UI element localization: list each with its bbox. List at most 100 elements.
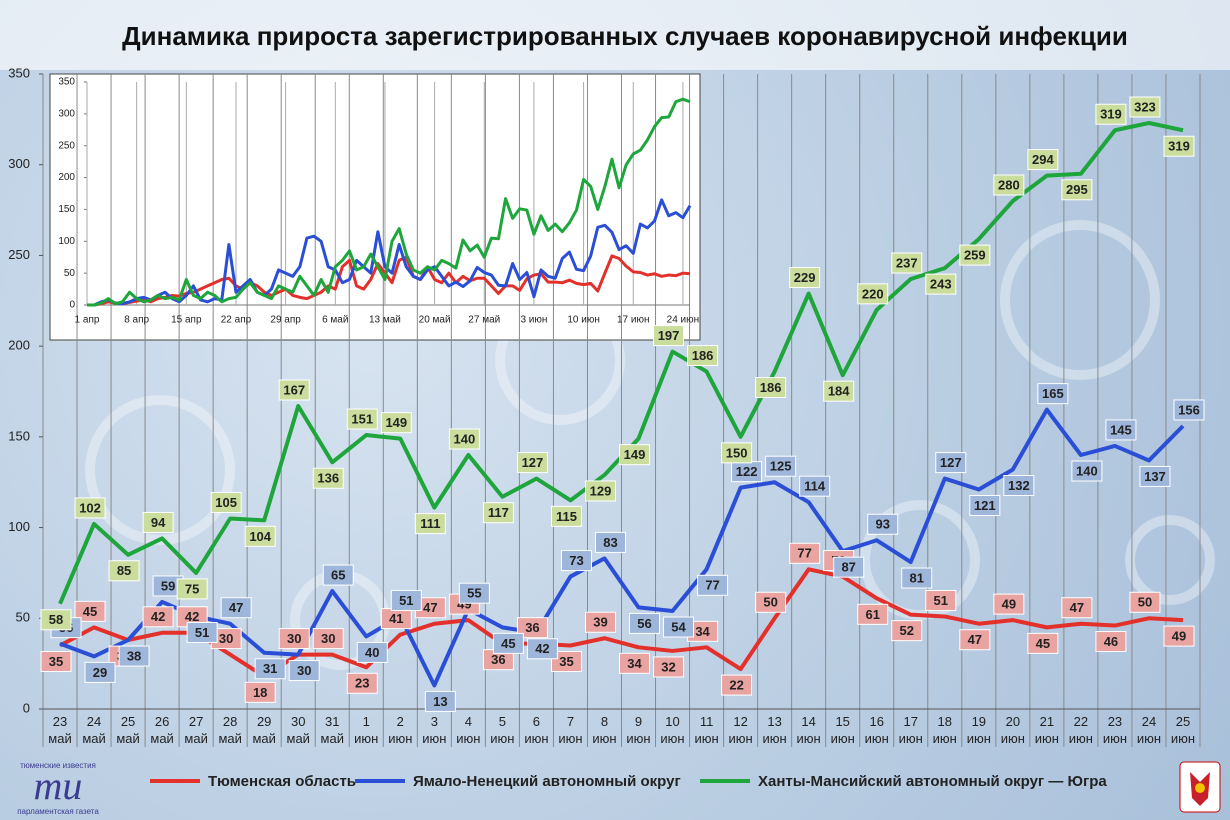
chart-title: Динамика прироста зарегистрированных слу… xyxy=(122,21,1128,51)
data-label: 42 xyxy=(151,609,165,624)
data-label-box xyxy=(697,574,729,596)
data-label-box xyxy=(346,408,378,430)
y-tick-label: 100 xyxy=(8,519,30,534)
y-tick-label: 0 xyxy=(23,700,30,715)
data-label: 36 xyxy=(525,620,539,635)
data-label: 280 xyxy=(998,177,1020,192)
data-label-box xyxy=(891,252,923,274)
data-label-box xyxy=(1095,103,1127,125)
data-label-box xyxy=(935,452,967,474)
data-label-box xyxy=(721,442,753,464)
data-label: 184 xyxy=(828,384,850,399)
data-label: 49 xyxy=(1172,629,1186,644)
inset-x-tick-label: 3 июн xyxy=(520,315,547,326)
x-tick-label: 26 май xyxy=(150,714,174,746)
data-label: 229 xyxy=(794,270,816,285)
data-label: 50 xyxy=(1138,595,1152,610)
data-label: 46 xyxy=(1104,634,1118,649)
data-label: 47 xyxy=(229,600,243,615)
x-tick-label: 30 май xyxy=(286,714,310,746)
data-label-box xyxy=(1003,475,1035,497)
data-label-box xyxy=(380,412,412,434)
inset-x-tick-label: 1 апр xyxy=(75,315,100,326)
data-label: 34 xyxy=(627,656,642,671)
data-label: 186 xyxy=(692,348,714,363)
x-tick-label: 22 июн xyxy=(1068,714,1093,746)
data-label-box xyxy=(356,641,388,663)
data-label: 34 xyxy=(695,624,710,639)
data-label: 117 xyxy=(488,505,509,520)
data-label-box xyxy=(687,345,719,367)
data-label: 149 xyxy=(624,447,646,462)
data-label-box xyxy=(526,638,558,660)
data-label-box xyxy=(799,475,831,497)
data-label-box xyxy=(891,620,923,642)
data-label-box xyxy=(1027,149,1059,171)
data-label-box xyxy=(220,597,252,619)
inset-x-tick-label: 15 апр xyxy=(171,315,202,326)
emblem xyxy=(1179,761,1221,813)
data-label: 127 xyxy=(940,455,962,470)
data-label-box xyxy=(1139,465,1171,487)
x-tick-label: 2 июн xyxy=(388,714,413,746)
logo-bottom: парламентская газета xyxy=(17,807,99,816)
data-label: 186 xyxy=(760,380,782,395)
data-label: 81 xyxy=(910,570,924,585)
data-label-box xyxy=(823,380,855,402)
x-tick-label: 6 июн xyxy=(524,714,549,746)
data-label-box xyxy=(925,273,957,295)
data-label: 114 xyxy=(804,479,826,494)
data-label: 137 xyxy=(1144,469,1166,484)
data-label: 30 xyxy=(219,631,233,646)
x-tick-label: 11 июн xyxy=(694,714,719,746)
data-label-box xyxy=(186,621,218,643)
data-label: 149 xyxy=(385,415,407,430)
data-label-box xyxy=(74,497,106,519)
data-label-box xyxy=(448,428,480,450)
data-label: 51 xyxy=(399,593,413,608)
data-label-box xyxy=(390,589,422,611)
data-label-box xyxy=(833,556,865,578)
inset-y-tick-label: 200 xyxy=(58,172,75,183)
inset-x-tick-label: 27 май xyxy=(468,315,500,326)
inset-x-tick-label: 13 май xyxy=(369,315,401,326)
data-label: 32 xyxy=(661,659,675,674)
data-label-box xyxy=(40,609,72,631)
data-label-box xyxy=(653,325,685,347)
data-label-box xyxy=(278,628,310,650)
data-label-box xyxy=(925,589,957,611)
data-label-box xyxy=(629,612,661,634)
data-label: 156 xyxy=(1178,402,1200,417)
data-label-box xyxy=(584,480,616,502)
data-label-box xyxy=(244,525,276,547)
data-label-box xyxy=(550,651,582,672)
x-tick-label: 18 июн xyxy=(932,714,957,746)
x-tick-label: 17 июн xyxy=(898,714,923,746)
x-tick-label: 31 май xyxy=(320,714,344,746)
data-label: 93 xyxy=(875,517,889,532)
data-label-box xyxy=(278,379,310,401)
data-label: 151 xyxy=(351,411,373,426)
data-label: 319 xyxy=(1100,107,1122,122)
data-label: 58 xyxy=(49,612,63,627)
data-label-box xyxy=(789,542,821,564)
data-label: 319 xyxy=(1168,139,1190,154)
data-label-box xyxy=(40,651,72,672)
x-tick-label: 3 июн xyxy=(422,714,447,746)
data-label: 13 xyxy=(433,694,447,709)
inset-x-tick-label: 20 май xyxy=(419,315,451,326)
data-label: 122 xyxy=(736,464,758,479)
x-tick-label: 24 май xyxy=(82,714,106,746)
data-label: 30 xyxy=(297,663,311,678)
data-label: 42 xyxy=(185,609,199,624)
data-label: 87 xyxy=(841,560,855,575)
data-label-box xyxy=(312,628,344,650)
data-label: 40 xyxy=(365,645,379,660)
legend-label: Тюменская область xyxy=(208,773,356,790)
y-tick-label: 300 xyxy=(8,156,30,171)
data-label: 237 xyxy=(896,255,918,270)
inset-x-tick-label: 10 июн xyxy=(567,315,600,326)
data-label: 36 xyxy=(491,652,505,667)
data-label-box xyxy=(867,513,899,535)
x-tick-label: 24 июн xyxy=(1136,714,1162,746)
